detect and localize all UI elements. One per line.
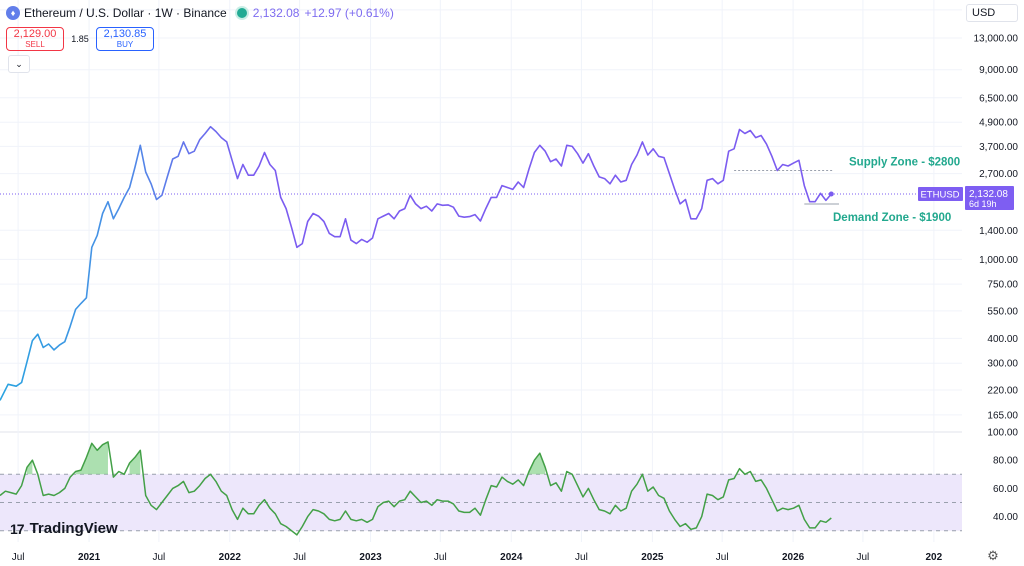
y-tick-label: 750.00 bbox=[987, 280, 1018, 291]
x-tick-label: 2026 bbox=[782, 552, 805, 563]
x-tick-label: Jul bbox=[716, 552, 729, 563]
y-tick-label: 4,900.00 bbox=[979, 118, 1018, 129]
y-tick-label: 3,700.00 bbox=[979, 142, 1018, 153]
symbol-title[interactable]: Ethereum / U.S. Dollar · 1W · Binance bbox=[24, 6, 227, 20]
chevron-down-icon: ⌄ bbox=[15, 58, 23, 69]
price-tag bbox=[965, 185, 1014, 210]
symbol-tag-label: ETHUSD bbox=[920, 189, 959, 200]
price-axis-panel bbox=[962, 0, 1024, 566]
y-tick-label: 1,400.00 bbox=[979, 226, 1018, 237]
price-tag-value: 2,132.08 bbox=[969, 189, 1008, 200]
buy-label: BUY bbox=[116, 40, 134, 49]
tradingview-logo-text: TradingView bbox=[29, 520, 118, 537]
y-tick-label: 400.00 bbox=[987, 334, 1018, 345]
collapse-button[interactable]: ⌄ bbox=[8, 55, 30, 73]
price-series-line bbox=[0, 125, 832, 401]
sell-label: SELL bbox=[25, 40, 45, 49]
x-tick-label: 202 bbox=[926, 552, 943, 563]
y-tick-label: 220.00 bbox=[987, 385, 1018, 396]
price-tag-countdown: 6d 19h bbox=[969, 199, 997, 209]
y-tick-label: 2,700.00 bbox=[979, 169, 1018, 180]
x-tick-label: Jul bbox=[12, 552, 25, 563]
x-tick-label: 2025 bbox=[641, 552, 664, 563]
currency-selector[interactable]: USD bbox=[966, 4, 1018, 22]
rsi-tick-label: 40.00 bbox=[993, 512, 1018, 523]
y-tick-label: 6,500.00 bbox=[979, 93, 1018, 104]
rsi-overbought-fill bbox=[75, 441, 108, 475]
x-tick-label: 2022 bbox=[219, 552, 242, 563]
trade-panel: 2,129.00 SELL 1.85 2,130.85 BUY bbox=[6, 27, 154, 51]
y-tick-label: 9,000.00 bbox=[979, 65, 1018, 76]
ethereum-icon: ♦ bbox=[6, 6, 20, 20]
x-tick-label: 2024 bbox=[500, 552, 523, 563]
tradingview-logo: 17 TradingView bbox=[10, 520, 118, 537]
x-tick-label: Jul bbox=[434, 552, 447, 563]
zone-label: Demand Zone - $1900 bbox=[833, 212, 951, 224]
x-tick-label: Jul bbox=[857, 552, 870, 563]
x-tick-label: Jul bbox=[293, 552, 306, 563]
symbol-tag bbox=[918, 186, 963, 201]
y-tick-label: 165.00 bbox=[987, 410, 1018, 421]
sell-price: 2,129.00 bbox=[13, 28, 57, 40]
chart-header: ♦ Ethereum / U.S. Dollar · 1W · Binance … bbox=[6, 5, 394, 21]
y-tick-label: 300.00 bbox=[987, 359, 1018, 370]
buy-button[interactable]: 2,130.85 BUY bbox=[96, 27, 154, 51]
live-dot-icon bbox=[236, 8, 247, 18]
y-tick-label: 13,000.00 bbox=[974, 33, 1019, 44]
last-price-text: 2,132.08 bbox=[252, 6, 300, 20]
zone-label: Supply Zone - $2800 bbox=[849, 156, 960, 168]
spread-value: 1.85 bbox=[71, 34, 89, 44]
x-tick-label: Jul bbox=[575, 552, 588, 563]
rsi-tick-label: 100.00 bbox=[987, 428, 1018, 439]
currency-label: USD bbox=[972, 7, 996, 19]
y-tick-label: 550.00 bbox=[987, 306, 1018, 317]
y-tick-label: 1,000.00 bbox=[979, 255, 1018, 266]
x-tick-label: 2023 bbox=[359, 552, 382, 563]
tradingview-logo-icon: 17 bbox=[10, 520, 25, 537]
rsi-overbought-fill bbox=[129, 450, 141, 475]
x-tick-label: Jul bbox=[152, 552, 165, 563]
x-tick-label: 2021 bbox=[78, 552, 101, 563]
rsi-tick-label: 80.00 bbox=[993, 456, 1018, 467]
settings-icon[interactable]: ⚙ bbox=[987, 548, 999, 563]
sell-button[interactable]: 2,129.00 SELL bbox=[6, 27, 64, 51]
rsi-series-line bbox=[0, 441, 832, 536]
buy-price: 2,130.85 bbox=[103, 28, 147, 40]
price-change-text: +12.97 (+0.61%) bbox=[304, 6, 394, 20]
rsi-overbought-fill bbox=[26, 460, 33, 475]
rsi-tick-label: 60.00 bbox=[993, 484, 1018, 495]
